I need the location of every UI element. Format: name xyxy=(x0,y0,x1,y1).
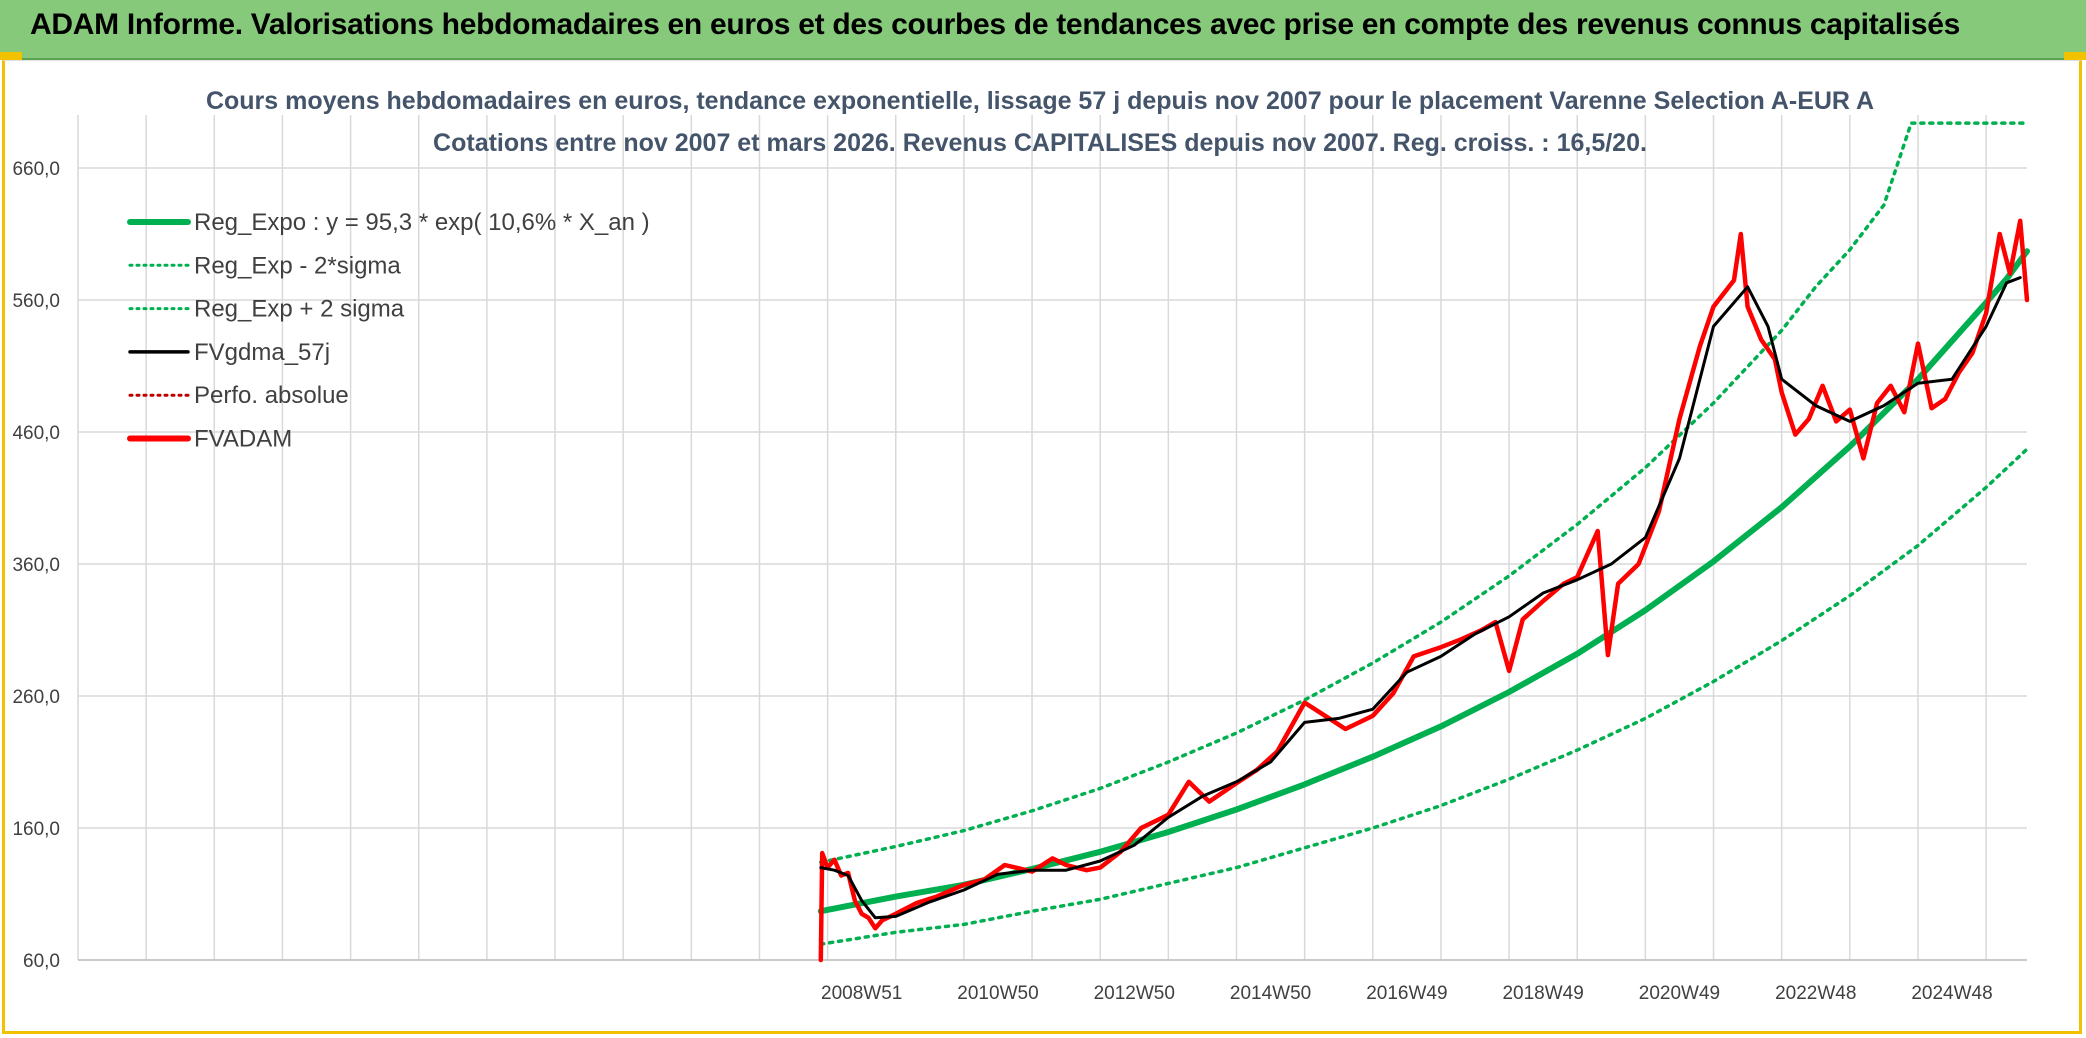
y-tick-label: 560,0 xyxy=(12,291,60,312)
x-tick-label: 2016W49 xyxy=(1366,983,1447,1004)
x-tick-label: 2022W48 xyxy=(1775,983,1856,1004)
legend: Reg_Expo : y = 95,3 * exp( 10,6% * X_an … xyxy=(127,209,650,453)
x-tick-label: 2024W48 xyxy=(1911,983,1992,1004)
y-tick-label: 60,0 xyxy=(23,951,60,972)
series-lines xyxy=(817,121,2030,963)
x-tick-label: 2020W49 xyxy=(1639,983,1720,1004)
header-banner: ADAM Informe. Valorisations hebdomadaire… xyxy=(0,0,2086,60)
x-axis-ticks: 2008W51 2010W50 2012W50 2014W50 2016W49 2018W… xyxy=(821,983,1993,1004)
series-line-5 xyxy=(818,218,2030,963)
x-tick-label: 2008W51 xyxy=(821,983,902,1004)
y-tick-label: 660,0 xyxy=(12,159,60,180)
series-line-2 xyxy=(819,121,2029,865)
y-tick-label: 160,0 xyxy=(12,819,60,840)
y-axis-ticks: 60,0 160,0 260,0 360,0 460,0 560,0 660,0 xyxy=(12,159,60,972)
legend-label-3: FVgdma_57j xyxy=(194,339,330,366)
chart-subtitle: Cotations entre nov 2007 et mars 2026. R… xyxy=(433,129,1647,157)
series-line-1 xyxy=(819,447,2029,946)
legend-label-5: FVADAM xyxy=(194,426,292,453)
x-tick-label: 2012W50 xyxy=(1094,983,1175,1004)
chart-frame xyxy=(2,60,2082,1034)
grid-lines xyxy=(77,115,2027,961)
series-line-3 xyxy=(819,276,2022,920)
x-tick-label: 2018W49 xyxy=(1502,983,1583,1004)
x-tick-label: 2014W50 xyxy=(1230,983,1311,1004)
legend-label-4: Perfo. absolue xyxy=(194,382,349,409)
x-tick-label: 2010W50 xyxy=(957,983,1038,1004)
corner-accent-right xyxy=(2064,52,2086,60)
legend-label-1: Reg_Exp - 2*sigma xyxy=(194,252,401,279)
series-line-0 xyxy=(817,248,2030,915)
chart-title: Cours moyens hebdomadaires en euros, ten… xyxy=(206,87,1874,115)
legend-label-2: Reg_Exp + 2 sigma xyxy=(194,296,405,323)
y-tick-label: 460,0 xyxy=(12,423,60,444)
corner-accent-left xyxy=(0,52,22,60)
y-tick-label: 360,0 xyxy=(12,555,60,576)
legend-label-0: Reg_Expo : y = 95,3 * exp( 10,6% * X_an … xyxy=(194,209,650,236)
y-tick-label: 260,0 xyxy=(12,687,60,708)
banner-title: ADAM Informe. Valorisations hebdomadaire… xyxy=(30,8,1961,41)
